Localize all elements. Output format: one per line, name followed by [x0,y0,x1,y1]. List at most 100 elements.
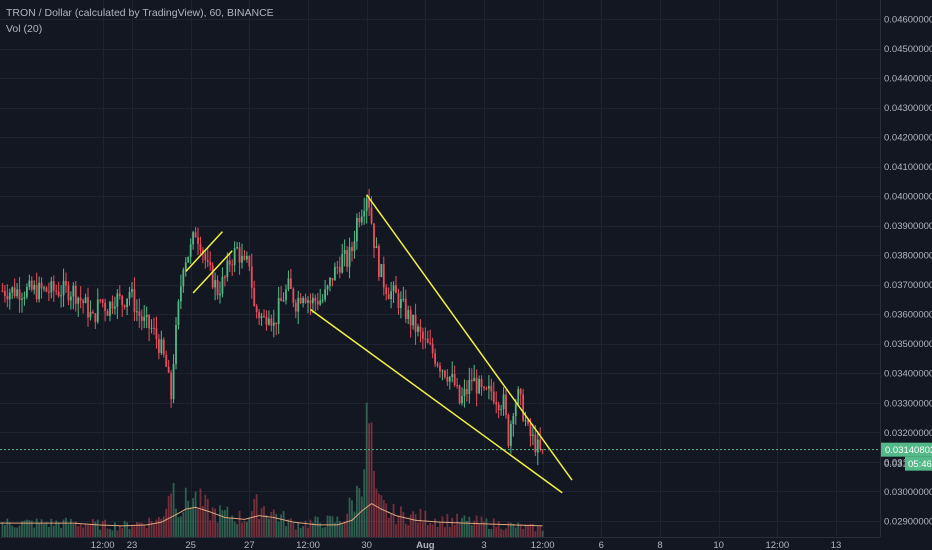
candle-body [228,260,231,265]
candle-body [495,402,498,405]
candle-body [69,296,72,301]
volume-bar [150,521,153,537]
candle-body [341,254,344,273]
candle-body [456,385,459,387]
price-tick-label: 0.04400000 [884,74,932,85]
volume-bar [3,525,6,537]
candle-body [160,339,163,353]
volume-bar [116,530,119,537]
candle-body [260,315,263,319]
volume-bar [72,524,75,537]
volume-bar [412,511,415,537]
trendline-channel-lower [192,250,233,294]
candle-body [465,388,468,394]
candle-body [206,260,209,262]
time-tick-label: 13 [831,540,842,550]
volume-bar [57,522,60,537]
volume-bar [201,506,204,537]
candlesticks [1,188,544,466]
candle-body [541,449,544,451]
volume-indicator-label[interactable]: Vol (20) [6,23,43,35]
candle-body [250,266,253,288]
candle-body [377,246,380,277]
candle-body [241,255,243,263]
candle-body [187,256,190,263]
volume-bar [338,521,341,537]
volume-bar [104,519,107,537]
volume-bar [473,520,476,537]
candle-body [167,366,170,373]
volume-bar [463,515,466,537]
volume-bar [294,529,297,537]
candle-body [343,250,346,255]
volume-bar [353,511,356,537]
volume-bar [395,524,397,537]
candle-body [101,299,104,303]
volume-bar [40,519,43,537]
candle-body [77,297,80,304]
candle-body [87,297,89,318]
volume-bar [414,514,417,537]
volume-bar [65,517,67,537]
volume-bar [380,495,383,537]
volume-bar [170,493,173,537]
candle-body [363,210,366,217]
volume-bar [277,521,280,537]
volume-bar [304,520,307,537]
candle-body [277,298,280,325]
price-axis[interactable]: 0.04600000 0.04500000 0.04400000 0.04300000… [884,15,932,528]
volume-bar [270,512,273,537]
time-axis[interactable]: 12:00 23 25 27 12:00 30 Aug 3 12:00 6 8 10 12:00 13 [91,540,842,550]
volume-bar [453,524,456,537]
volume-bar [8,522,11,537]
volume-bar [223,509,226,537]
candle-body [385,287,388,295]
volume-bar [50,518,53,537]
volume-bar [299,527,302,537]
volume-bar [35,518,38,537]
candle-body [397,293,400,309]
volume-bar [461,517,463,537]
volume-bar [355,485,358,537]
candle-body [387,294,390,300]
volume-bar [111,530,114,537]
volume-bar [475,515,478,537]
time-tick-label: 6 [599,540,604,550]
candle-body [399,299,402,309]
candle-body [294,302,297,312]
volume-bar [527,525,529,537]
volume-bar [155,519,158,537]
volume-bar [153,524,155,537]
candle-body [175,324,177,365]
volume-bar [377,493,380,537]
volume-bar [478,523,481,537]
volume-bar [6,518,9,537]
volume-bar [536,526,539,537]
candle-body [485,388,488,390]
candle-body [43,287,45,289]
candle-body [1,290,4,292]
time-tick-label: 10 [713,540,724,550]
candle-body [355,217,358,242]
volume-bar [69,519,72,537]
volume-bar [399,506,402,537]
symbol-title[interactable]: TRON / Dollar (calculated by TradingView… [6,7,274,19]
volume-bar [94,521,97,537]
volume-bar [113,522,116,537]
volume-bar [360,496,363,537]
volume-bar [21,521,23,537]
candle-body [177,301,180,325]
candle-body [265,316,268,325]
candle-body [153,327,155,329]
candle-body [255,305,258,313]
candle-body [219,293,221,296]
volume-bar [402,512,405,537]
trendlines[interactable] [185,194,573,494]
candle-body [531,434,534,436]
candle-body [321,299,324,301]
volume-bar [79,524,82,537]
candle-body [353,241,356,252]
volume-bar [436,526,439,537]
volume-bar [426,525,429,537]
